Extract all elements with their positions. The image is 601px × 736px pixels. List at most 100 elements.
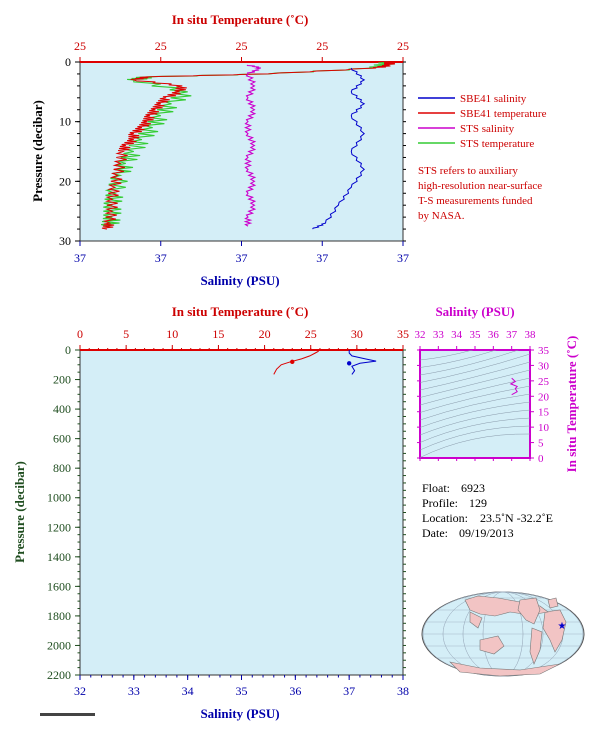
top-salinity-label: Salinity (PSU) bbox=[200, 273, 279, 288]
float-location-marker: ★ bbox=[558, 621, 567, 632]
ts-density-contour bbox=[420, 350, 520, 376]
svg-text:STS temperature: STS temperature bbox=[460, 138, 534, 150]
land-india-sea bbox=[469, 611, 483, 629]
ts-temp-tick-label: 30 bbox=[538, 360, 550, 372]
top-pressure-tick-label: 20 bbox=[59, 174, 71, 188]
bottom-pressure-tick-label: 400 bbox=[53, 402, 71, 416]
bottom-pressure-label: Pressure (decibar) bbox=[12, 461, 27, 563]
bottom-marker-temperature bbox=[290, 359, 295, 365]
top-salinity-ticks: 37 37 37 37 37 bbox=[74, 241, 409, 265]
land-antarctica bbox=[449, 661, 561, 677]
ts-density-contour bbox=[420, 417, 530, 443]
ts-density-contour bbox=[420, 401, 530, 428]
ts-temp-label: In situ Temperature (˚C) bbox=[564, 336, 579, 473]
svg-text:by NASA.: by NASA. bbox=[418, 210, 465, 222]
bottom-pressure-ticks: 0 200 400 600 800 1000 1200 1400 1600 1800 2000 220… bbox=[47, 343, 406, 682]
top-salinity-tick-label: 37 bbox=[155, 251, 167, 265]
bottom-pressure-tick-label: 2000 bbox=[47, 638, 71, 652]
ts-salinity-tick-label: 35 bbox=[470, 329, 482, 341]
ts-density-contours bbox=[420, 350, 530, 458]
svg-text:STS refers to auxiliary: STS refers to auxiliary bbox=[418, 165, 518, 177]
bottom-temp-tick-label: 20 bbox=[259, 327, 271, 341]
bottom-pressure-tick-label: 0 bbox=[65, 343, 71, 357]
top-pressure-tick-label: 10 bbox=[59, 115, 71, 129]
legend-item-sts-salinity: STS salinity bbox=[418, 123, 515, 135]
land-south-america bbox=[529, 627, 543, 665]
bottom-temp-tick-label: 30 bbox=[351, 327, 363, 341]
bottom-panel: In situ Temperature (˚C) 0 5 10 15 20 25 30 35 … bbox=[12, 304, 409, 721]
bottom-temp-axis-label: In situ Temperature (˚C) bbox=[172, 304, 309, 319]
ts-density-contour bbox=[420, 409, 530, 436]
sts-note: STS refers to auxiliary high-resolution … bbox=[418, 165, 542, 222]
bottom-temp-ticks: 0 5 10 15 20 25 30 35 bbox=[77, 327, 409, 350]
ts-density-contour bbox=[420, 350, 474, 361]
ts-salinity-tick-label: 32 bbox=[415, 329, 426, 341]
ts-temp-tick-label: 5 bbox=[538, 438, 544, 450]
land-greenland bbox=[547, 597, 559, 609]
bottom-salinity-ticks: 32 33 34 35 36 37 38 bbox=[74, 675, 409, 698]
ts-density-contour bbox=[420, 385, 530, 413]
ts-series bbox=[509, 377, 519, 396]
profile-value: 129 bbox=[469, 496, 487, 510]
ts-salinity-tick-label: 37 bbox=[506, 329, 518, 341]
bottom-pressure-tick-label: 800 bbox=[53, 461, 71, 475]
top-temp-tick-label: 25 bbox=[397, 39, 409, 53]
ts-density-contour bbox=[420, 393, 530, 421]
ts-density-contour bbox=[420, 377, 530, 406]
bottom-salinity-tick-label: 32 bbox=[74, 684, 86, 698]
bottom-salinity-tick-label: 35 bbox=[236, 684, 248, 698]
top-pressure-ticks: 0 10 20 30 bbox=[59, 55, 406, 248]
top-pressure-label: Pressure (decibar) bbox=[30, 100, 45, 202]
top-salinity-tick-label: 37 bbox=[316, 251, 328, 265]
date-label: Date: bbox=[422, 526, 448, 540]
bottom-salinity-tick-label: 38 bbox=[397, 684, 409, 698]
profile-label: Profile: bbox=[422, 496, 458, 510]
ts-density-contour bbox=[420, 361, 530, 391]
bottom-salinity-tick-label: 34 bbox=[182, 684, 194, 698]
ts-plot-area bbox=[419, 349, 531, 459]
svg-text:T-S measurements funded: T-S measurements funded bbox=[418, 195, 533, 207]
legend-item-sbe41-temperature: SBE41 temperature bbox=[418, 108, 547, 120]
top-salinity-tick-label: 37 bbox=[236, 251, 248, 265]
ts-density-contour bbox=[420, 353, 530, 383]
bottom-temp-tick-label: 10 bbox=[166, 327, 178, 341]
bottom-series bbox=[273, 349, 377, 375]
top-legend: SBE41 salinity SBE41 temperature STS sal… bbox=[418, 93, 547, 150]
svg-text:high-resolution near-surface: high-resolution near-surface bbox=[418, 180, 542, 192]
ts-panel: Salinity (PSU) 32 33 34 35 36 37 38 0 5 10 15 20 25… bbox=[415, 304, 580, 472]
top-series bbox=[101, 61, 395, 230]
svg-text:STS salinity: STS salinity bbox=[460, 123, 515, 135]
float-value: 6923 bbox=[461, 481, 485, 495]
profile-info: Float: 6923 Profile: 129 Location: 23.5˚… bbox=[422, 481, 553, 540]
land-australia bbox=[479, 635, 505, 655]
top-salinity-tick-label: 37 bbox=[74, 251, 86, 265]
legend-item-sbe41-salinity: SBE41 salinity bbox=[418, 93, 527, 105]
ts-series-line bbox=[509, 377, 519, 396]
land-north-america bbox=[517, 597, 541, 625]
bottom-pressure-tick-label: 600 bbox=[53, 432, 71, 446]
top-temp-axis-label: In situ Temperature (˚C) bbox=[172, 12, 309, 27]
ts-temp-tick-label: 10 bbox=[538, 422, 550, 434]
top-temp-ticks: 25 25 25 25 25 bbox=[74, 39, 409, 62]
bottom-temp-tick-label: 35 bbox=[397, 327, 409, 341]
top-series-sbe41-salinity bbox=[312, 67, 366, 230]
ts-salinity-tick-label: 34 bbox=[451, 329, 463, 341]
top-temp-tick-label: 25 bbox=[155, 39, 167, 53]
bottom-salinity-label: Salinity (PSU) bbox=[200, 706, 279, 721]
top-panel: In situ Temperature (˚C) 25 25 25 25 25 0 10 2… bbox=[30, 12, 547, 288]
bottom-pressure-tick-label: 2200 bbox=[47, 668, 71, 682]
bottom-pressure-tick-label: 1400 bbox=[47, 550, 71, 564]
top-temp-tick-label: 25 bbox=[316, 39, 328, 53]
top-temp-tick-label: 25 bbox=[236, 39, 248, 53]
svg-text:SBE41 salinity: SBE41 salinity bbox=[460, 93, 527, 105]
ts-temp-tick-label: 20 bbox=[538, 391, 550, 403]
ts-temp-tick-label: 25 bbox=[538, 376, 550, 388]
ts-temp-tick-label: 35 bbox=[538, 345, 550, 357]
location-label: Location: bbox=[422, 511, 468, 525]
bottom-plot-area bbox=[79, 349, 404, 676]
location-value: 23.5˚N -32.2˚E bbox=[480, 511, 553, 525]
svg-text:SBE41 temperature: SBE41 temperature bbox=[460, 108, 547, 120]
top-pressure-tick-label: 30 bbox=[59, 234, 71, 248]
top-series-sts-salinity bbox=[243, 64, 262, 227]
